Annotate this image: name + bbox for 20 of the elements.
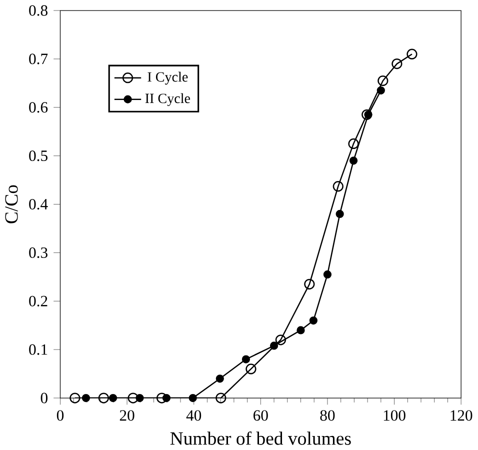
y-axis-title: C/Co <box>5 185 18 224</box>
y-tick-label: 0.6 <box>29 102 48 113</box>
x-axis-title: Number of bed volumes <box>170 431 351 445</box>
x-tick-label: 60 <box>254 410 268 421</box>
legend-label: I Cycle <box>148 72 188 85</box>
x-tick-label: 20 <box>120 410 134 421</box>
x-tick-label: 40 <box>186 410 202 421</box>
x-tick-label: 0 <box>56 410 64 421</box>
x-tick-label: 100 <box>384 410 406 421</box>
legend-label: II Cycle <box>145 93 190 106</box>
x-tick-label: 80 <box>320 410 335 421</box>
y-tick-label: 0.7 <box>29 54 48 64</box>
y-tick-label: 0.3 <box>29 247 48 258</box>
y-tick-label: 0.8 <box>29 5 48 16</box>
y-tick-label: 0.4 <box>29 198 48 210</box>
y-tick-label: 0.5 <box>29 150 48 162</box>
y-tick-label: 0.2 <box>29 296 48 306</box>
y-tick-label: 0 <box>40 392 48 404</box>
x-tick-label: 120 <box>450 410 472 421</box>
y-tick-label: 0.1 <box>29 344 48 355</box>
